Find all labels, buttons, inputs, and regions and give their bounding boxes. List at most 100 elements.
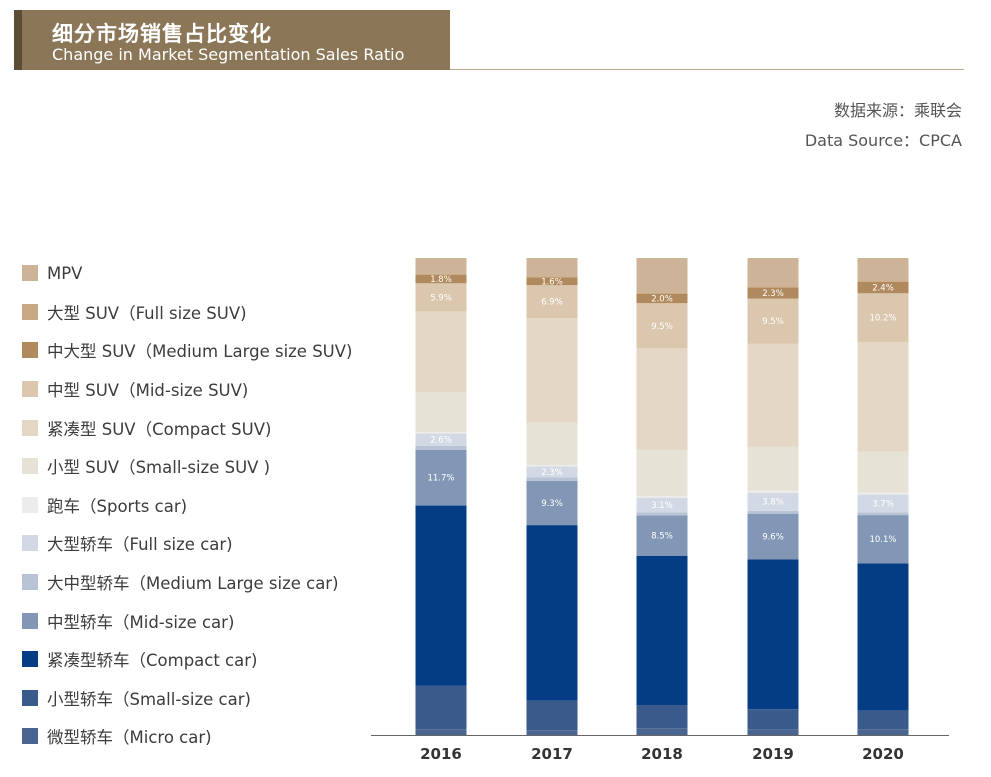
- bar-segment: [636, 450, 688, 497]
- x-tick-label: 2018: [641, 745, 683, 763]
- legend-label: 中型轿车（Mid-size car): [47, 612, 235, 632]
- bar-segment: [636, 555, 688, 706]
- data-source: 数据来源：乘联会 Data Source：CPCA: [805, 96, 962, 156]
- stacked-bar-chart: 11.7% 2.6% 5.9% 1.8% 2016 9.3% 2.3% 6.9% 1.6% 201…: [371, 258, 949, 763]
- bar-segment: [747, 286, 799, 288]
- bar-segment: [857, 710, 909, 730]
- legend-swatch: [22, 535, 38, 552]
- legend-label: 中大型 SUV（Medium Large size SUV): [47, 342, 353, 362]
- bar-segment: [857, 494, 909, 513]
- title-chinese: 细分市场销售占比变化: [52, 22, 272, 46]
- bar-segment: [747, 729, 799, 735]
- legend-item: 中型 SUV（Mid-size SUV): [22, 370, 352, 409]
- bar-segment: [857, 293, 909, 342]
- bar-segment: [636, 348, 688, 451]
- bar-data-label: 1.8%: [430, 275, 452, 285]
- bar-segment: [636, 515, 688, 556]
- bar-data-label: 2.3%: [541, 468, 563, 478]
- bar-data-label: 2.4%: [872, 284, 894, 294]
- bar-segment: [415, 273, 467, 275]
- bar-data-label: 9.5%: [762, 317, 784, 327]
- legend-label: 微型轿车（Micro car): [47, 728, 212, 748]
- bar-segment: [857, 280, 909, 282]
- legend-label: 大型轿车（Full size car): [47, 535, 233, 555]
- bar-segment: [857, 563, 909, 711]
- legend-item: 紧凑型轿车（Compact car): [22, 640, 352, 679]
- bar-segment: [526, 277, 578, 286]
- legend-item: 大型轿车（Full size car): [22, 524, 352, 563]
- bar-segment: [526, 422, 578, 466]
- bar-data-label: 2.6%: [430, 436, 452, 446]
- bar-segment: [857, 492, 909, 495]
- bar-segment: [857, 281, 909, 294]
- bar-data-label: 11.7%: [427, 474, 454, 484]
- legend-swatch: [22, 381, 38, 398]
- legend-label: 紧凑型 SUV（Compact SUV): [47, 419, 272, 439]
- bar-segment: [636, 292, 688, 294]
- bar-data-label: 9.5%: [651, 322, 673, 332]
- legend-item: 跑车（Sports car): [22, 486, 352, 525]
- bar-segment: [636, 512, 688, 516]
- bar-segment: [636, 303, 688, 349]
- title-banner: 细分市场销售占比变化 Change in Market Segmentation…: [14, 10, 450, 70]
- bar-segment: [747, 709, 799, 730]
- source-chinese: 数据来源：乘联会: [833, 101, 962, 120]
- bar-segment: [636, 293, 688, 304]
- legend-label: MPV: [47, 263, 83, 283]
- bar-data-label: 3.1%: [651, 501, 673, 511]
- legend-swatch: [22, 342, 38, 359]
- bar-segment: [747, 258, 799, 287]
- legend-swatch: [22, 689, 38, 706]
- bar-data-label: 10.1%: [869, 535, 896, 545]
- bar-segment: [857, 341, 909, 452]
- legend-label: 小型轿车（Small-size car): [47, 689, 251, 709]
- legend-swatch: [22, 458, 38, 475]
- legend-label: 中型 SUV（Mid-size SUV): [47, 381, 249, 401]
- legend-item: 中大型 SUV（Medium Large size SUV): [22, 331, 352, 370]
- bar-segment: [526, 700, 578, 731]
- bar-segment: [526, 465, 578, 467]
- legend-label: 小型 SUV（Small-size SUV ): [47, 458, 271, 478]
- source-english: Data Source：CPCA: [804, 131, 962, 150]
- bar-segment: [747, 287, 799, 299]
- bar-data-label: 8.5%: [651, 531, 673, 541]
- legend-swatch: [22, 728, 38, 745]
- legend-item: MPV: [22, 254, 352, 293]
- legend-swatch: [22, 303, 38, 320]
- bar-segment: [747, 510, 799, 514]
- bar-segment: [526, 730, 578, 735]
- legend-swatch: [22, 265, 38, 282]
- title-divider: [450, 69, 964, 70]
- bar-segment: [526, 276, 578, 278]
- legend-item: 大型 SUV（Full size SUV): [22, 293, 352, 332]
- bar-segment: [415, 449, 467, 506]
- legend-label: 大型 SUV（Full size SUV): [47, 303, 247, 323]
- bar-segment: [415, 311, 467, 393]
- bar-segment: [526, 285, 578, 319]
- bar-segment: [747, 490, 799, 493]
- bar-segment: [415, 283, 467, 312]
- bar-segment: [747, 492, 799, 511]
- bar-segment: [415, 258, 467, 274]
- chart-legend: MPV 大型 SUV（Full size SUV) 中大型 SUV（Medium L…: [22, 254, 352, 756]
- bar-segment: [636, 705, 688, 729]
- bar-data-label: 9.6%: [762, 533, 784, 543]
- bar-data-label: 2.3%: [762, 289, 784, 299]
- bar-data-label: 10.2%: [869, 314, 896, 324]
- bar-segment: [636, 497, 688, 513]
- x-tick-label: 2016: [420, 745, 462, 763]
- bar-segment: [526, 525, 578, 701]
- legend-item: 大中型轿车（Medium Large size car): [22, 563, 352, 602]
- legend-item: 小型 SUV（Small-size SUV ): [22, 447, 352, 486]
- bar-segment: [415, 729, 467, 735]
- legend-item: 小型轿车（Small-size car): [22, 679, 352, 718]
- bar-segment: [747, 343, 799, 447]
- legend-label: 大中型轿车（Medium Large size car): [47, 574, 339, 594]
- bar-segment: [526, 477, 578, 481]
- x-tick-label: 2017: [531, 745, 573, 763]
- bar-segment: [747, 298, 799, 344]
- legend-item: 中型轿车（Mid-size car): [22, 601, 352, 640]
- bar-segment: [636, 496, 688, 498]
- legend-label: 跑车（Sports car): [47, 496, 188, 516]
- bar-data-label: 3.8%: [762, 498, 784, 508]
